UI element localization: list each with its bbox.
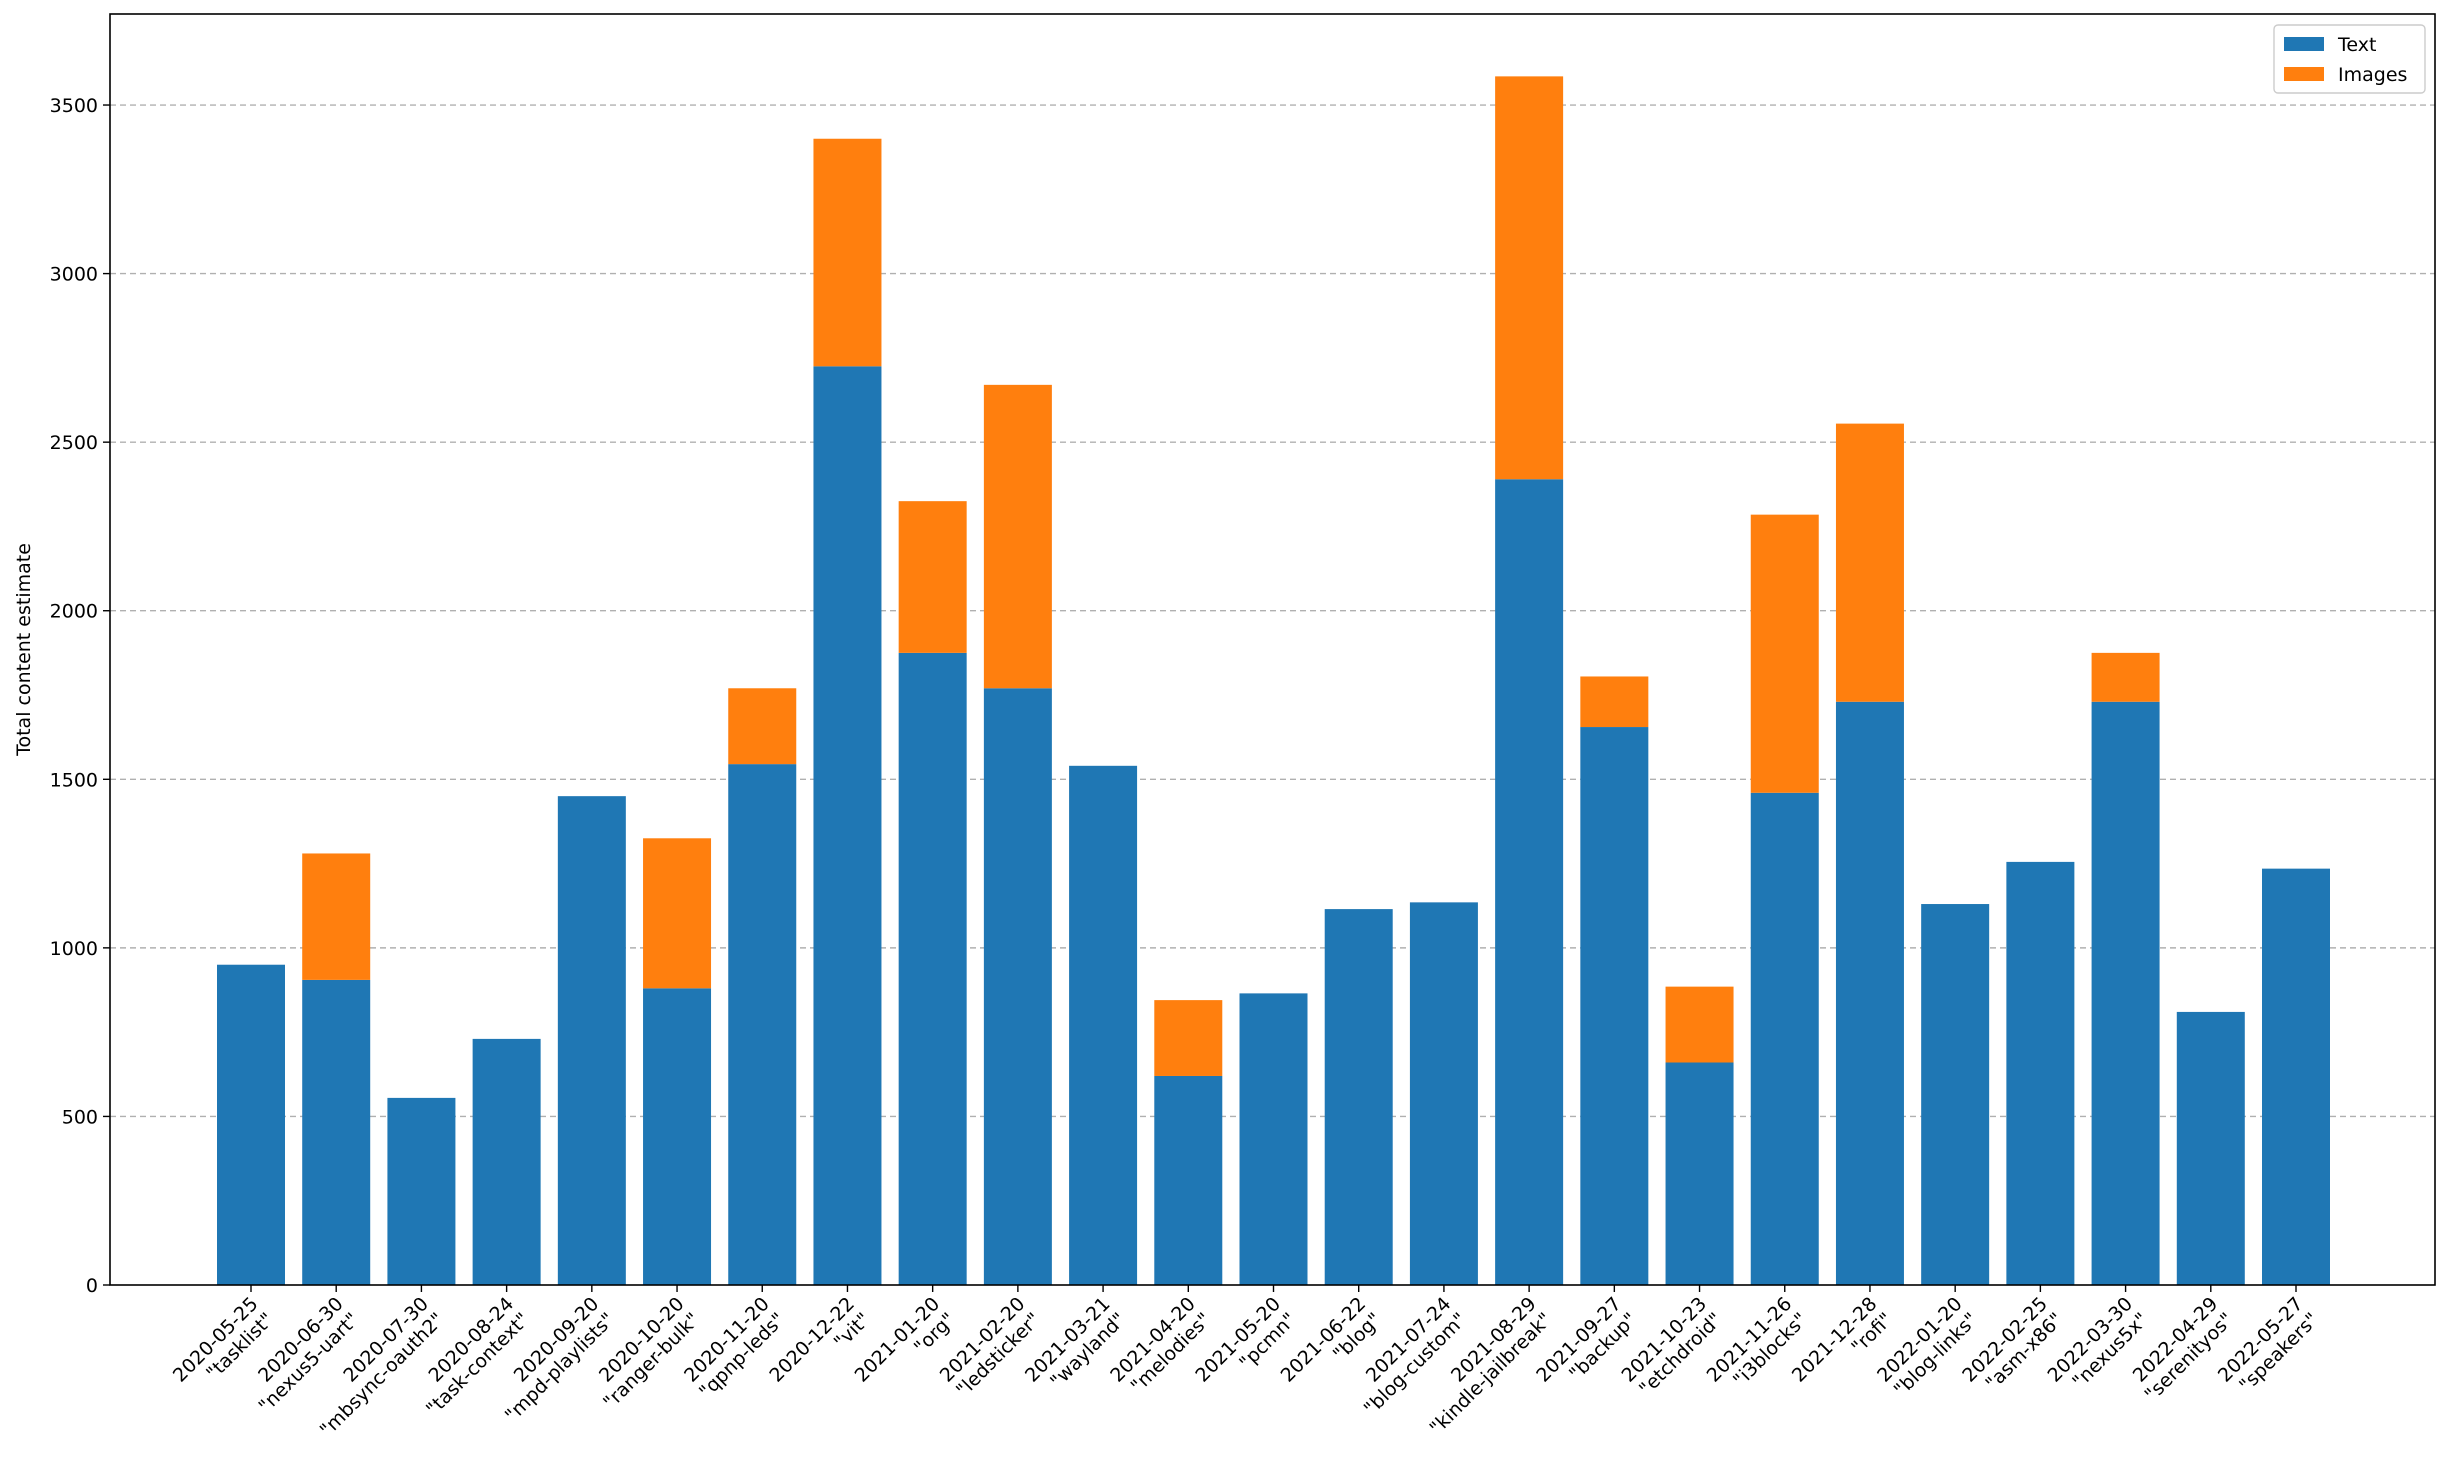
- bar-layer: [217, 76, 2330, 1285]
- y-tick-label: 2500: [50, 432, 98, 454]
- x-tick-label: 2021-03-21"wayland": [1021, 1293, 1130, 1402]
- bar-images-7: [813, 138, 882, 367]
- bar-text-9: [983, 688, 1052, 1285]
- y-tick-label: 2000: [50, 601, 98, 623]
- bar-text-8: [898, 652, 967, 1285]
- bar-text-15: [1495, 479, 1564, 1285]
- y-tick-label: 500: [62, 1106, 98, 1128]
- bar-text-4: [557, 796, 626, 1285]
- legend: Text Images: [2273, 24, 2426, 94]
- bar-text-0: [217, 964, 285, 1285]
- x-tick-label: 2021-05-20"pcmn": [1191, 1293, 1300, 1402]
- bar-images-18: [1750, 514, 1819, 793]
- bar-text-16: [1580, 727, 1649, 1285]
- y-tick-label: 0: [86, 1275, 98, 1297]
- x-tick-label: 2021-11-26"i3blocks": [1703, 1293, 1812, 1402]
- y-tick-label: 1000: [50, 938, 98, 960]
- legend-swatch-images: [2284, 67, 2324, 81]
- x-tick-label: 2020-12-22"vit": [765, 1293, 874, 1402]
- legend-label-images: Images: [2338, 64, 2407, 86]
- bar-text-5: [643, 988, 712, 1285]
- bar-text-14: [1409, 902, 1478, 1285]
- bar-images-8: [898, 501, 967, 653]
- x-tick-label: 2021-10-23"etchdroid": [1617, 1293, 1726, 1402]
- x-tick-label: 2021-12-28"rofi": [1788, 1293, 1897, 1402]
- legend-label-text: Text: [2337, 34, 2376, 56]
- bar-text-11: [1154, 1075, 1223, 1285]
- bar-text-21: [2006, 861, 2075, 1285]
- bar-text-19: [1835, 701, 1904, 1285]
- bar-images-17: [1665, 986, 1734, 1063]
- y-axis-label: Total content estimate: [13, 543, 35, 757]
- grid-layer: [110, 104, 2435, 1118]
- bar-images-5: [643, 838, 712, 989]
- x-tick-label: 2020-11-20"qpnp-leds": [679, 1293, 789, 1403]
- x-tick-label: 2022-03-30"nexus5x": [2043, 1293, 2152, 1402]
- bar-text-10: [1069, 765, 1138, 1285]
- y-tick-label: 3500: [50, 95, 98, 117]
- x-tick-label: 2021-01-20"org": [851, 1293, 960, 1402]
- bar-images-16: [1580, 676, 1649, 728]
- y-tick-label: 3000: [50, 264, 98, 286]
- x-tick-label: 2022-02-25"asm-x86": [1958, 1293, 2067, 1402]
- bar-text-2: [387, 1097, 456, 1285]
- bar-images-11: [1154, 1000, 1223, 1076]
- bar-text-24: [2262, 868, 2330, 1285]
- bar-text-23: [2176, 1011, 2245, 1285]
- bar-text-17: [1665, 1062, 1734, 1285]
- axes-frame: [109, 13, 2436, 1286]
- bar-text-20: [1921, 904, 1990, 1285]
- bar-images-9: [983, 384, 1052, 689]
- bar-images-22: [2091, 652, 2160, 702]
- x-tick-label: 2021-04-20"melodies": [1106, 1293, 1215, 1402]
- bar-text-22: [2091, 701, 2160, 1285]
- bar-images-1: [302, 853, 371, 980]
- x-tick-label: 2022-01-20"blog-links": [1873, 1293, 1982, 1402]
- bar-images-6: [728, 688, 797, 765]
- x-tick-label: 2021-02-20"ledsticker": [936, 1293, 1045, 1402]
- legend-swatch-text: [2284, 37, 2324, 51]
- bar-images-15: [1495, 76, 1564, 480]
- x-tick-label: 2022-04-29"serenityos": [2125, 1293, 2238, 1406]
- x-tick-label: 2020-05-25"tasklist": [169, 1293, 278, 1402]
- x-tick-label: 2021-06-22"blog": [1277, 1293, 1386, 1402]
- y-tick-label: 1500: [50, 769, 98, 791]
- bar-images-19: [1835, 423, 1904, 702]
- bar-text-7: [813, 366, 882, 1285]
- x-tick-label: 2021-09-27"backup": [1532, 1293, 1641, 1402]
- bar-text-12: [1239, 993, 1308, 1285]
- bar-text-3: [472, 1038, 541, 1285]
- bar-text-6: [728, 764, 797, 1285]
- bar-text-1: [302, 979, 371, 1285]
- x-tick-label: 2022-05-27"speakers": [2214, 1293, 2323, 1402]
- bar-text-13: [1324, 909, 1393, 1285]
- bar-text-18: [1750, 792, 1819, 1285]
